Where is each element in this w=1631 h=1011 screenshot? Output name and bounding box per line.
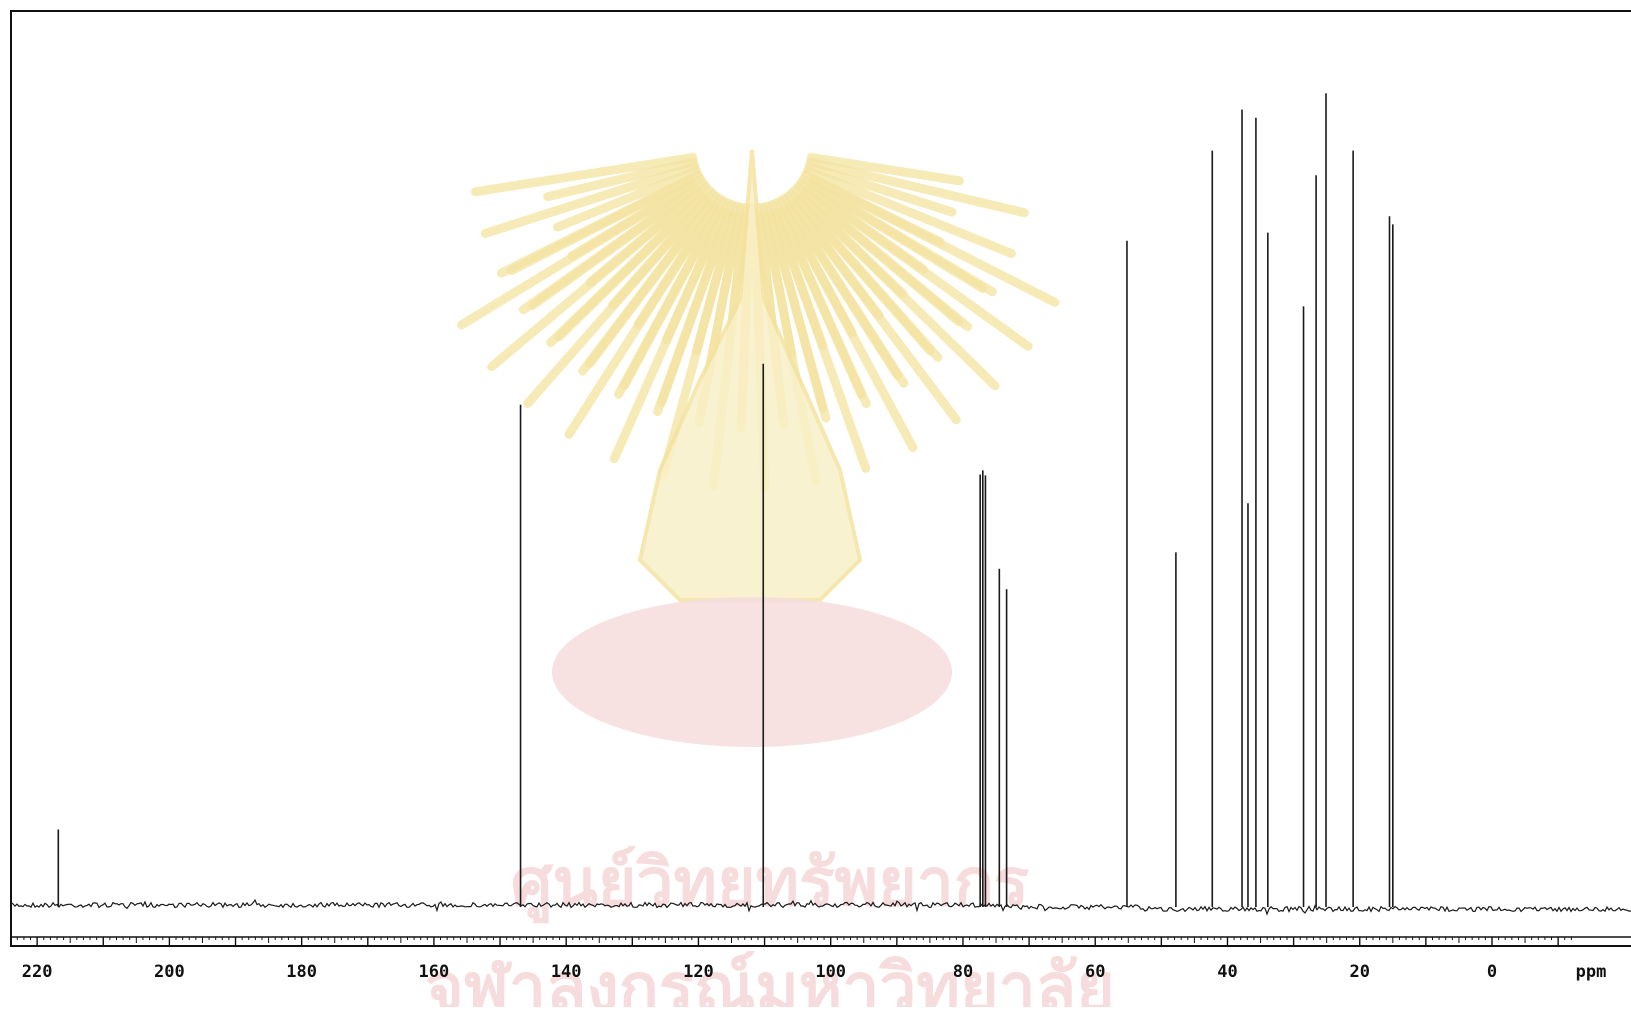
tick-label: 140 <box>551 962 582 982</box>
emblem-ray <box>765 211 828 414</box>
emblem-ray <box>523 196 711 409</box>
emblem-ray <box>789 199 961 425</box>
emblem-base <box>552 597 952 747</box>
tick-label: 160 <box>419 962 450 982</box>
emblem-ray <box>807 179 988 293</box>
emblem-ray <box>480 161 700 238</box>
emblem-ray <box>803 166 1016 259</box>
emblem-ray <box>619 205 724 391</box>
emblem-ray <box>785 202 902 380</box>
watermark-text-line-2: จุฬาลงกรณ์มหาวิทยาลัย <box>425 949 1115 1007</box>
emblem-ray <box>528 184 700 311</box>
emblem-halo <box>702 98 802 198</box>
emblem-ray <box>457 179 697 330</box>
emblem-ray <box>609 207 729 464</box>
emblem-ray <box>770 209 871 473</box>
tick-label: 220 <box>22 962 53 982</box>
tick-label: 40 <box>1217 962 1237 982</box>
emblem-ray <box>793 196 935 356</box>
emblem-ray <box>809 175 1060 307</box>
university-emblem-watermark-icon <box>457 98 1060 747</box>
tick-label: 80 <box>953 962 973 982</box>
tick-label: 60 <box>1085 962 1105 982</box>
spectrum-peaks <box>57 93 1394 907</box>
x-axis-tick-labels: 220 200 180 160 140 120 100 80 60 40 20 0 <box>22 962 1497 982</box>
emblem-ray <box>775 207 866 400</box>
emblem-ray <box>780 205 918 453</box>
spectrum-baseline <box>10 898 1631 916</box>
x-axis-ticks <box>16 937 1572 946</box>
emblem-ray <box>801 188 964 327</box>
tick-label: 100 <box>815 962 846 982</box>
emblem-ray <box>554 192 707 342</box>
emblem-ray <box>797 192 1000 391</box>
emblem-ray <box>657 209 734 407</box>
emblem-ray <box>804 161 957 217</box>
tick-label: 200 <box>154 962 185 982</box>
emblem-ray <box>564 202 719 439</box>
baseline-noise <box>10 898 1631 916</box>
emblem-ray <box>804 184 1033 351</box>
tick-label: 180 <box>286 962 317 982</box>
emblem-ray <box>806 152 964 186</box>
emblem-ray <box>470 152 698 197</box>
emblem-ray <box>805 157 1029 218</box>
tick-label: 0 <box>1487 962 1497 982</box>
watermark-text-line-1: ศูนย์วิทยทรัพยากร <box>511 844 1030 924</box>
tick-label: 120 <box>683 962 714 982</box>
emblem-ray <box>487 188 703 372</box>
tick-label: 20 <box>1349 962 1369 982</box>
emblem-ray <box>543 157 699 202</box>
x-axis-label: ppm <box>1576 962 1607 982</box>
emblem-ray <box>506 175 695 276</box>
emblem-ray <box>585 199 715 369</box>
emblem-ray <box>552 166 701 232</box>
